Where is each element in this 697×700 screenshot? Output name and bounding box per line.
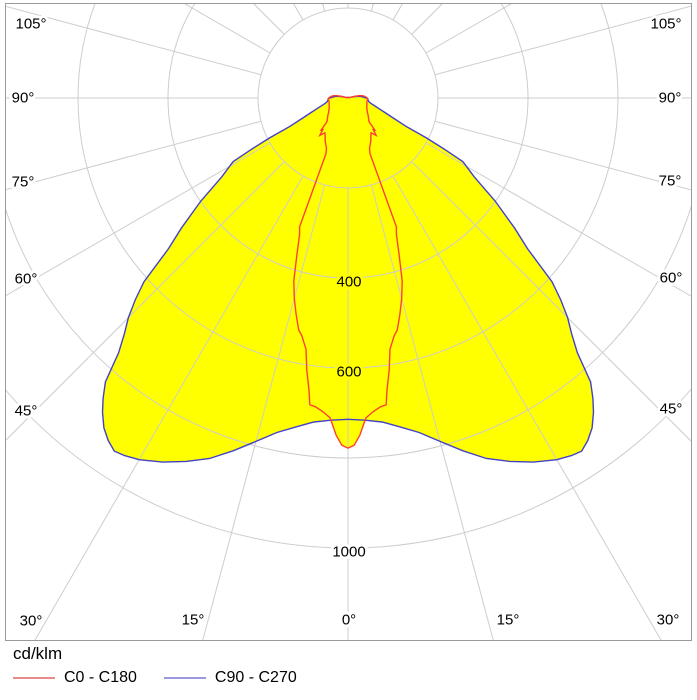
gamma-label-left-105°: 105° xyxy=(15,16,46,33)
grid-spoke-285deg xyxy=(5,120,262,191)
grid-spoke-165deg xyxy=(370,3,374,12)
gamma-label-left-45°: 45° xyxy=(15,403,38,420)
grid-spoke-15deg xyxy=(370,184,494,640)
gamma-label-right-75°: 75° xyxy=(659,173,682,190)
grid-spoke-60deg xyxy=(425,142,691,297)
grid-spoke-345deg xyxy=(202,184,326,640)
grid-spoke-315deg xyxy=(5,161,285,442)
grid-spoke-45deg xyxy=(411,161,691,442)
gamma-label-left-90°: 90° xyxy=(12,90,35,107)
legend-label-c90-c270: C90 - C270 xyxy=(214,669,297,686)
legend-label-c0-c180: C0 - C180 xyxy=(64,669,137,686)
unit-label: cd/klm xyxy=(13,644,63,663)
curve-c90-c270 xyxy=(101,95,595,463)
polar-chart: 105° 90° 75° 60° 45° 30° 15° 0° 15° 30° 45° 60° 75° 9… xyxy=(5,3,692,641)
radial-label-1000: 1000 xyxy=(332,544,365,561)
gamma-label-bottom-1: 15° xyxy=(182,612,205,629)
grid-spoke-195deg xyxy=(322,3,326,12)
gamma-label-right-90°: 90° xyxy=(659,90,682,107)
gamma-label-right-45°: 45° xyxy=(660,401,683,418)
grid-spoke-330deg xyxy=(34,175,304,640)
c90-c270-line-swatch xyxy=(163,677,206,679)
plot-border xyxy=(5,3,692,641)
curve-c0-c180 xyxy=(293,95,403,449)
legend-entries: C0 - C180 C90 - C270 xyxy=(13,669,297,687)
gamma-label-right-60°: 60° xyxy=(660,270,683,287)
radial-label-600: 600 xyxy=(336,364,361,381)
gamma-label-left-60°: 60° xyxy=(15,271,38,288)
gamma-label-bottom-3: 15° xyxy=(497,612,520,629)
c0-c180-line-swatch xyxy=(13,677,55,679)
polar-grid xyxy=(5,3,691,640)
grid-spoke-255deg xyxy=(5,5,262,76)
grid-spoke-30deg xyxy=(392,175,662,640)
gamma-label-bottom-0: 30° xyxy=(20,613,43,630)
radial-label-400: 400 xyxy=(336,274,361,291)
grid-spoke-105deg xyxy=(434,5,691,76)
chart-legend: cd/klm C0 - C180 C90 - C270 xyxy=(13,644,297,687)
gamma-label-right-105°: 105° xyxy=(650,16,681,33)
legend-item-c90-c270: C90 - C270 xyxy=(163,669,297,687)
gamma-label-bottom-4: 30° xyxy=(657,612,680,629)
gamma-label-left-75°: 75° xyxy=(12,174,35,191)
gamma-label-bottom-2: 0° xyxy=(342,612,356,629)
legend-item-c0-c180: C0 - C180 xyxy=(13,669,137,687)
plot-area xyxy=(5,3,691,640)
grid-spoke-75deg xyxy=(434,120,691,191)
grid-spoke-300deg xyxy=(5,142,271,297)
